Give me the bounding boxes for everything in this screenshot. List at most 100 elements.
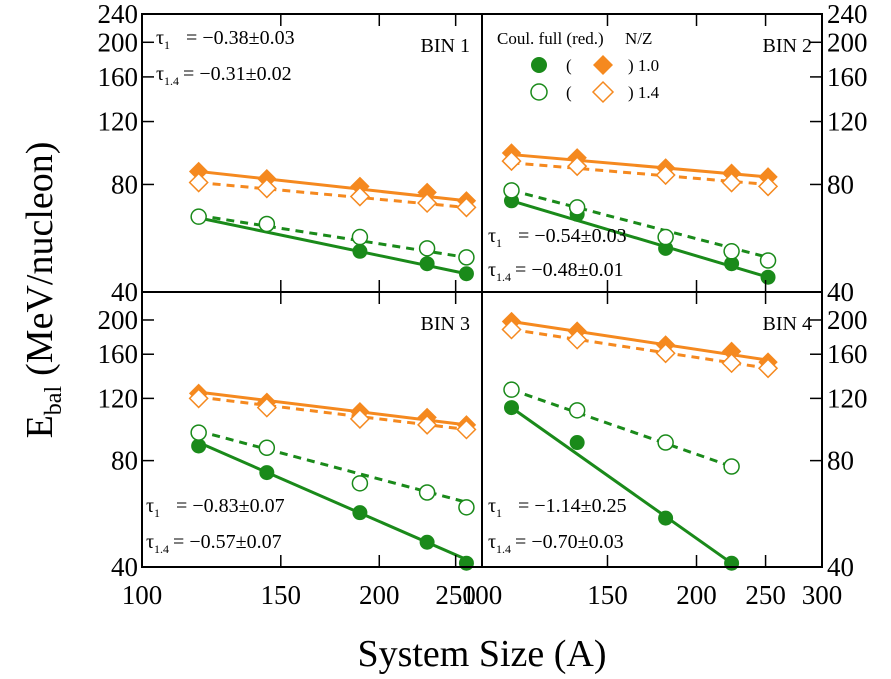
tau1-annotation: τ1 = −1.14±0.25 (488, 495, 627, 520)
data-point-coul-full-n-z-1-4 (568, 199, 586, 216)
data-point-coul-red-n-z-1-4 (349, 408, 370, 429)
x-tick-label: 200 (359, 580, 400, 610)
tau14-annotation: τ1.4 = −0.31±0.02 (156, 63, 292, 88)
tau-subscript: 1.4 (496, 270, 511, 284)
legend-marker-open-diamond (591, 80, 615, 104)
y-tick-label-right: 80 (827, 446, 854, 476)
data-point-coul-red-n-z-1-4 (567, 329, 588, 350)
y-tick-label-left: 240 (98, 0, 139, 29)
series-coul-full-n-z-1-4 (190, 208, 475, 266)
y-tick-label-right: 160 (827, 339, 868, 369)
tau14-annotation: τ1.4 = −0.57±0.07 (146, 531, 282, 556)
data-point-coul-full-n-z-1-4 (351, 228, 369, 246)
data-point-coul-full-n-z-1-4 (258, 439, 276, 456)
series-coul-full-n-z-1-4 (503, 381, 740, 475)
data-point-coul-full-n-z-1-4 (657, 228, 674, 246)
data-point-coul-full-n-z-1-4 (723, 243, 740, 260)
x-tick-label: 100 (462, 580, 503, 610)
data-point-coul-full-n-z-1-0 (352, 505, 368, 521)
series-coul-full-n-z-1-4 (190, 424, 475, 516)
panel-3: BIN 3 τ1 = −0.83±0.07 τ1.4 = −0.57±0.07 (146, 313, 477, 571)
tau1-annotation: τ1 = −0.54±0.03 (488, 225, 627, 250)
data-point-coul-full-n-z-1-4 (759, 252, 777, 269)
tau-symbol: τ (488, 531, 496, 553)
y-tick-label-right: 120 (827, 383, 868, 413)
tau-subscript: 1.4 (164, 74, 179, 88)
data-point-coul-full-n-z-1-0 (419, 256, 435, 272)
data-point-coul-full-n-z-1-4 (723, 458, 740, 475)
legend: Coul. full (red.) N/Z ( ) 1.0 ( ) 1.4 (497, 29, 660, 104)
tau-symbol: τ (488, 259, 496, 281)
y-tick-label-left: 80 (111, 446, 138, 476)
data-point-coul-full-n-z-1-0 (760, 269, 776, 285)
tau-subscript: 1 (154, 506, 160, 520)
data-point-coul-full-n-z-1-4 (190, 208, 207, 225)
data-point-coul-full-n-z-1-0 (724, 256, 740, 272)
legend-header-right: N/Z (625, 29, 652, 48)
tau-symbol: τ (156, 63, 164, 85)
data-point-coul-full-n-z-1-4 (458, 499, 475, 516)
tau-subscript: 1.4 (154, 542, 169, 556)
data-point-coul-full-n-z-1-0 (191, 438, 207, 454)
tau1-annotation: τ1 = −0.83±0.07 (146, 495, 285, 520)
fit-line-full-nz10 (510, 406, 733, 565)
y-tick-label-right: 40 (827, 277, 854, 307)
data-point-coul-full-n-z-1-4 (458, 249, 475, 266)
y-axis-title-units: (MeV/nucleon) (19, 142, 61, 376)
data-point-coul-red-n-z-1-4 (349, 186, 370, 207)
y-tick-label-left: 160 (98, 62, 139, 92)
data-point-coul-full-n-z-1-4 (418, 484, 436, 501)
data-point-coul-red-n-z-1-4 (456, 419, 477, 440)
tau1-annotation: τ1 = −0.38±0.03 (156, 27, 295, 52)
y-axis-title-subscript: bal (41, 386, 67, 416)
data-point-coul-red-n-z-1-4 (655, 343, 676, 364)
data-point-coul-red-n-z-1-4 (757, 176, 779, 197)
tau-value: = −0.70±0.03 (515, 531, 624, 553)
tau-subscript: 1 (496, 236, 502, 250)
tau-symbol: τ (146, 531, 154, 553)
y-tick-label-left: 80 (111, 169, 138, 199)
legend-marker-filled-circle (531, 57, 547, 73)
series-coul-red-n-z-1-4 (188, 388, 477, 440)
tau-subscript: 1.4 (496, 542, 511, 556)
legend-row2-label: ) 1.4 (628, 83, 660, 102)
fit-line-full-nz14 (511, 188, 769, 259)
tau-symbol: τ (146, 495, 154, 517)
tau-symbol: τ (488, 495, 496, 517)
tau-value: = −0.83±0.07 (176, 495, 285, 517)
tau-subscript: 1 (496, 506, 502, 520)
legend-header-left: Coul. full (red.) (497, 29, 604, 48)
fit-line-full-nz14 (511, 388, 733, 468)
legend-marker-open-circle (530, 83, 548, 101)
data-point-coul-full-n-z-1-0 (503, 400, 519, 416)
y-tick-label-left: 120 (98, 107, 139, 137)
data-point-coul-full-n-z-1-0 (658, 510, 674, 526)
tau-value: = −0.31±0.02 (183, 63, 292, 85)
data-point-coul-full-n-z-1-0 (658, 240, 674, 256)
series-coul-red-n-z-1-4 (188, 172, 477, 218)
x-tick-label: 150 (261, 580, 302, 610)
tau-subscript: 1 (164, 38, 170, 52)
data-point-coul-red-n-z-1-4 (456, 197, 477, 218)
y-tick-label-left: 40 (111, 277, 138, 307)
data-point-coul-full-n-z-1-0 (458, 266, 474, 282)
data-point-coul-red-n-z-1-4 (417, 192, 438, 214)
data-point-coul-full-n-z-1-0 (259, 465, 275, 481)
series-coul-red-n-z-1-4 (501, 151, 779, 197)
panel-bin-label: BIN 3 (421, 313, 470, 335)
data-point-coul-red-n-z-1-4 (721, 172, 742, 193)
data-point-coul-full-n-z-1-4 (503, 182, 520, 199)
y-tick-label-left: 40 (111, 552, 138, 582)
x-axis-title: System Size (A) (357, 633, 606, 675)
tau-value: = −1.14±0.25 (518, 495, 627, 517)
y-tick-label-right: 40 (827, 552, 854, 582)
data-point-coul-full-n-z-1-0 (352, 243, 368, 259)
legend-row2-open-paren: ( (566, 83, 572, 102)
y-tick-label-left: 200 (98, 27, 139, 57)
data-point-coul-full-n-z-1-4 (351, 475, 369, 492)
tau-value: = −0.48±0.01 (515, 259, 624, 281)
